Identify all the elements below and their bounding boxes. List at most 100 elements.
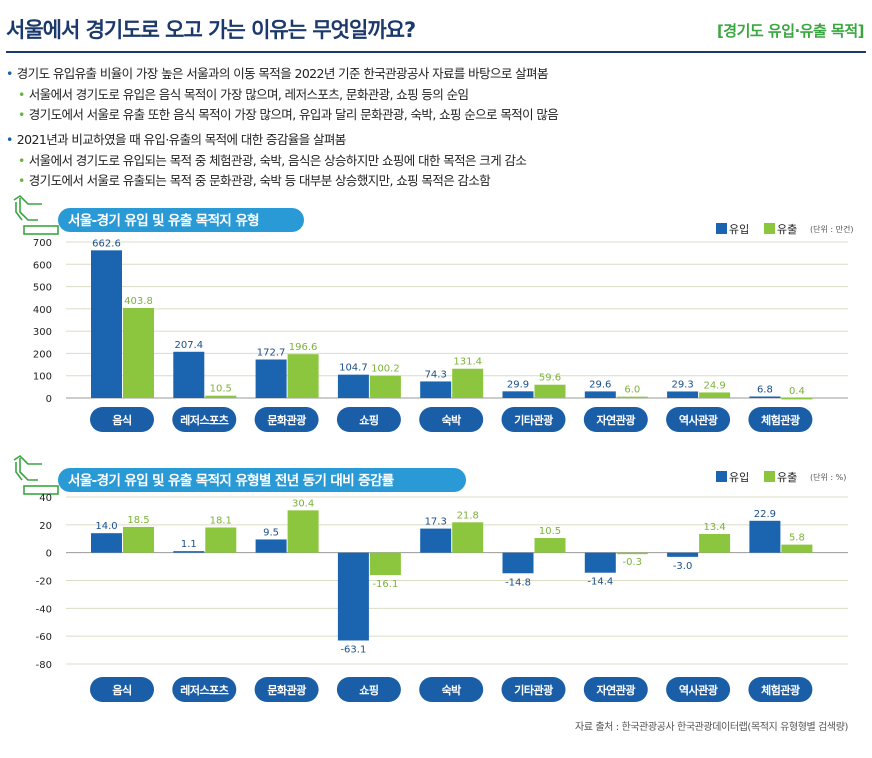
- data-label-outflow: 10.5: [210, 384, 232, 395]
- data-label-inflow: 6.8: [757, 384, 773, 395]
- category-pill: [419, 407, 484, 432]
- legend-swatch-inflow: [716, 223, 727, 234]
- sub-bullet-1-1: 서울에서 경기도로 유입은 음식 목적이 가장 많으며, 레저스포츠, 문화관광…: [18, 84, 469, 103]
- bar-inflow: [255, 539, 287, 553]
- data-label-outflow: 21.8: [457, 510, 479, 521]
- unit-label: (단위 : %): [810, 472, 846, 482]
- data-label-outflow: 6.0: [624, 385, 640, 396]
- pointing-hand-icon: [13, 194, 59, 235]
- y-tick-label: 600: [33, 260, 52, 271]
- bar-outflow: [123, 526, 154, 553]
- chart-change-rate: 서울-경기 유입 및 유출 목적지 유형별 전년 동기 대비 증감률 유입 유출 (단…: [13, 454, 848, 702]
- data-label-outflow: -0.3: [623, 557, 643, 568]
- category-label: 숙박: [442, 413, 462, 427]
- bar-inflow: [337, 374, 369, 398]
- legend-label-outflow: 유출: [777, 471, 797, 484]
- data-label-outflow: 13.4: [703, 522, 725, 533]
- bar-inflow: [502, 552, 534, 574]
- bar-inflow: [584, 391, 616, 398]
- data-label-outflow: 18.1: [210, 515, 232, 526]
- legend-label-inflow: 유입: [729, 471, 749, 484]
- category-label: 체험관광: [761, 413, 800, 427]
- sub-bullet-2-1: 서울에서 경기도로 유입되는 목적 중 체험관광, 숙박, 음식은 상승하지만 …: [18, 150, 527, 169]
- bar-outflow: [369, 375, 401, 398]
- bar-outflow: [287, 354, 319, 398]
- bar-outflow: [781, 544, 813, 553]
- chart-title: 서울-경기 유입 및 유출 목적지 유형별 전년 동기 대비 증감률: [68, 472, 395, 489]
- title-banner: [58, 468, 466, 492]
- bar-inflow: [667, 391, 699, 398]
- bar-outflow: [534, 538, 566, 553]
- y-tick-label: 0: [46, 394, 52, 405]
- category-label: 자연관광: [597, 413, 636, 427]
- y-tick-label: 400: [33, 305, 52, 316]
- source-note: 자료 출처 : 한국관광공사 한국관광데이터랩(목적지 유형형별 검색량): [574, 722, 848, 733]
- bar-inflow: [584, 552, 616, 573]
- data-label-outflow: 196.6: [289, 342, 318, 353]
- data-label-inflow: 172.7: [257, 348, 286, 359]
- category-label: 레저스포츠: [180, 683, 228, 697]
- category-pill: [336, 407, 401, 432]
- bar-inflow: [173, 551, 205, 553]
- data-label-outflow: 403.8: [124, 296, 153, 307]
- data-label-outflow: 100.2: [371, 364, 400, 375]
- bar-outflow: [616, 396, 648, 399]
- title-banner: [58, 208, 304, 232]
- category-pill: [90, 677, 154, 702]
- data-label-inflow: 22.9: [754, 509, 776, 520]
- data-label-outflow: -16.1: [372, 579, 398, 590]
- bar-inflow: [91, 250, 122, 398]
- data-label-inflow: 9.5: [263, 527, 279, 538]
- category-pill: [666, 677, 731, 702]
- category-label: 기타관광: [514, 683, 553, 697]
- legend-label-outflow: 유출: [777, 223, 797, 236]
- bar-inflow: [91, 533, 122, 553]
- category-label: 음식: [112, 683, 131, 697]
- sub-bullet-2-2: 경기도에서 서울로 유출되는 목적 중 문화관광, 숙박 등 대부분 상승했지만…: [18, 170, 491, 189]
- bar-outflow: [205, 527, 237, 553]
- bar-outflow: [781, 397, 813, 400]
- y-tick-label: 200: [33, 349, 52, 360]
- category-label: 체험관광: [761, 683, 800, 697]
- bar-inflow: [667, 552, 699, 557]
- data-label-inflow: 29.3: [671, 379, 693, 390]
- bar-outflow: [369, 552, 401, 576]
- category-label: 숙박: [442, 683, 462, 697]
- category-label: 레저스포츠: [180, 413, 228, 427]
- category-pill: [501, 677, 566, 702]
- y-tick-label: 300: [33, 327, 52, 338]
- y-tick-label: -60: [36, 632, 52, 643]
- category-pill: [583, 407, 648, 432]
- bullet-1: 경기도 유입유출 비율이 가장 높은 서울과의 이동 목적을 2022년 기준 …: [6, 63, 549, 82]
- category-pill: [501, 407, 566, 432]
- data-label-outflow: 30.4: [292, 498, 314, 509]
- y-tick-label: 500: [33, 283, 52, 294]
- data-label-inflow: 14.0: [95, 521, 117, 532]
- data-label-inflow: 74.3: [425, 369, 447, 380]
- category-pill: [666, 407, 731, 432]
- category-label: 문화관광: [267, 413, 306, 427]
- bar-inflow: [420, 381, 452, 398]
- y-tick-label: 0: [46, 549, 52, 560]
- category-label: 쇼핑: [359, 683, 378, 697]
- category-pill: [748, 677, 813, 702]
- category-pill: [172, 407, 237, 432]
- category-pill: [254, 677, 319, 702]
- data-label-inflow: 207.4: [174, 340, 203, 351]
- category-pill: [172, 677, 237, 702]
- unit-label: (단위 : 만건): [810, 224, 853, 234]
- data-label-outflow: 10.5: [539, 526, 561, 537]
- bar-outflow: [123, 308, 154, 398]
- data-label-outflow: 18.5: [127, 515, 149, 526]
- category-label: 문화관광: [267, 683, 306, 697]
- y-tick-label: 700: [33, 238, 52, 249]
- category-pill: [254, 407, 319, 432]
- data-label-outflow: 24.9: [703, 380, 725, 391]
- bar-inflow: [255, 359, 287, 398]
- bar-outflow: [616, 552, 648, 555]
- y-tick-label: 100: [33, 372, 52, 383]
- legend-swatch-outflow: [764, 471, 775, 482]
- bar-outflow: [452, 368, 484, 398]
- pointing-hand-icon: [13, 454, 59, 495]
